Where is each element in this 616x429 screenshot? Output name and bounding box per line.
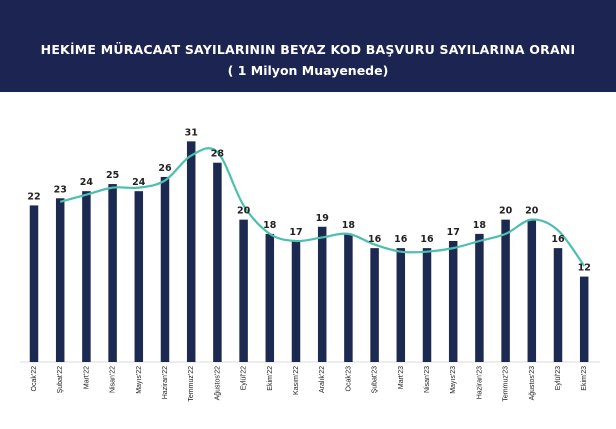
- bar-6: [160, 176, 170, 362]
- x-tick-label-8: Ağustos'22: [214, 366, 221, 401]
- bar-20: [527, 219, 537, 362]
- bar-18: [475, 233, 484, 362]
- bar-3: [82, 191, 91, 362]
- x-tick-label-12: Aralık'22: [319, 366, 326, 393]
- x-tick-label-22: Ekim'23: [581, 366, 588, 391]
- value-label-11: 17: [289, 227, 302, 238]
- x-tick-label-5: Mayıs'22: [136, 366, 143, 394]
- bar-13: [344, 233, 353, 362]
- bar-22: [579, 276, 589, 362]
- x-tick-label-11: Kasım'22: [293, 366, 300, 395]
- value-label-3: 24: [80, 177, 94, 188]
- value-label-14: 16: [368, 234, 382, 245]
- bar-17: [448, 241, 458, 362]
- value-label-12: 19: [316, 213, 329, 224]
- bar-19: [501, 219, 510, 362]
- value-label-5: 24: [132, 177, 146, 188]
- x-tick-label-18: Haziran'23: [476, 366, 483, 399]
- chart-title: HEKİME MÜRACAAT SAYILARININ BEYAZ KOD BA…: [40, 42, 576, 57]
- bar-21: [553, 248, 563, 362]
- chart-header: HEKİME MÜRACAAT SAYILARININ BEYAZ KOD BA…: [0, 0, 616, 92]
- bar-14: [370, 248, 379, 362]
- x-tick-label-19: Temmuz'23: [503, 366, 510, 402]
- x-tick-label-2: Şubat'22: [57, 366, 64, 394]
- value-label-21: 16: [551, 234, 565, 245]
- x-tick-label-10: Ekim'22: [267, 366, 274, 391]
- bar-7: [186, 141, 196, 362]
- value-label-1: 22: [27, 191, 40, 202]
- x-tick-label-6: Haziran'22: [162, 366, 169, 399]
- value-label-19: 20: [499, 206, 513, 217]
- bar-16: [422, 248, 432, 362]
- x-tick-label-13: Ocak'23: [345, 366, 352, 392]
- value-label-17: 17: [447, 227, 460, 238]
- value-label-6: 26: [158, 163, 172, 174]
- value-label-18: 18: [473, 220, 487, 231]
- value-label-9: 20: [237, 206, 251, 217]
- x-tick-label-14: Şubat'23: [372, 366, 379, 394]
- x-tick-label-4: Nisan'22: [110, 366, 117, 393]
- value-label-4: 25: [106, 170, 119, 181]
- bar-10: [265, 233, 275, 362]
- bar-1: [29, 205, 39, 362]
- value-label-20: 20: [525, 206, 539, 217]
- x-tick-label-16: Nisan'23: [424, 366, 431, 393]
- chart-subtitle: ( 1 Milyon Muayenede): [227, 63, 389, 78]
- bar-4: [108, 184, 117, 362]
- bar-11: [291, 241, 301, 362]
- value-label-22: 12: [578, 263, 591, 274]
- value-label-10: 18: [263, 220, 277, 231]
- value-label-15: 16: [394, 234, 408, 245]
- value-label-7: 31: [185, 127, 198, 138]
- x-tick-label-20: Ağustos'23: [529, 366, 536, 401]
- x-tick-label-1: Ocak'22: [31, 366, 38, 392]
- x-tick-label-9: Eylül'22: [241, 366, 248, 390]
- bar-5: [134, 191, 144, 362]
- bar-2: [55, 198, 65, 362]
- x-tick-label-17: Mayıs'23: [450, 366, 457, 394]
- bars-group: [29, 141, 589, 362]
- bar-12: [317, 226, 327, 362]
- bar-9: [239, 219, 248, 362]
- x-tick-label-21: Eylül'23: [555, 366, 562, 390]
- bar-15: [396, 248, 406, 362]
- trend-line: [59, 147, 586, 267]
- value-label-16: 16: [420, 234, 434, 245]
- x-tick-label-3: Mart'22: [83, 366, 90, 389]
- x-tick-labels-group: Ocak'22 Şubat'22 Mart'22 Nisan'22 Mayıs'22 Ha…: [31, 366, 588, 402]
- x-tick-label-15: Mart'23: [398, 366, 405, 389]
- value-labels-group: 22 23 24 25 24 26 31 28 20 18 17 19 18 16 16 16 17 18 20 20…: [27, 127, 590, 273]
- value-label-2: 23: [54, 184, 67, 195]
- bar-8: [213, 162, 222, 362]
- x-tick-label-7: Temmuz'22: [188, 366, 195, 402]
- value-label-8: 28: [211, 149, 225, 160]
- value-label-13: 18: [342, 220, 356, 231]
